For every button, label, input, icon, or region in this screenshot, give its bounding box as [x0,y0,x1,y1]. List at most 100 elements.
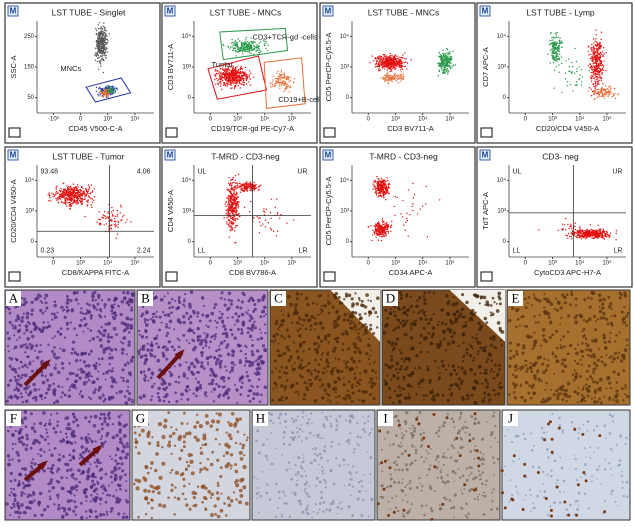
event-dot [412,182,414,185]
event-dot [592,52,595,54]
event-dot [249,185,251,187]
event-dot [221,67,224,69]
event-dot [600,236,602,239]
y-tick-label: 10⁴ [340,33,350,40]
event-dot [577,231,580,233]
event-dot [58,197,60,199]
event-dot [292,219,295,221]
cell [91,304,96,308]
event-dot [52,193,55,195]
event-dot [223,217,225,219]
event-dot [59,193,61,196]
event-dot [256,216,258,218]
event-dot [104,215,107,217]
event-dot [402,199,404,202]
event-dot [379,235,381,237]
event-dot [224,62,227,64]
event-dot [394,78,396,80]
event-dot [590,76,592,78]
event-dot [565,234,567,236]
cell [54,335,57,338]
gate-label: CD19+B-cells [278,95,324,104]
event-dot [379,57,381,60]
badge: M [10,151,17,160]
event-dot [259,41,262,43]
event-dot [566,85,568,87]
event-dot [64,194,67,196]
cell [63,315,67,319]
y-tick-label: 0 [503,95,507,101]
event-dot [77,199,79,201]
event-dot [87,199,90,201]
event-dot [382,194,384,197]
cell [87,327,89,330]
event-dot [552,58,554,61]
event-dot [256,43,258,45]
event-dot [269,82,272,84]
scale-icon [165,127,178,138]
event-dot [580,236,582,238]
event-dot [263,39,265,41]
event-dot [215,75,217,77]
event-dot [450,57,453,59]
event-dot [223,83,225,85]
event-dot [440,54,442,56]
event-dot [599,52,602,54]
event-dot [245,79,247,81]
event-dot [245,46,247,48]
event-dot [600,89,603,92]
event-dot [396,196,398,199]
event-dot [225,75,227,78]
event-dot [417,213,419,215]
event-dot [388,78,390,80]
event-dot [110,86,112,88]
event-dot [101,34,104,36]
event-dot [437,75,440,77]
event-dot [375,187,377,189]
event-dot [447,52,450,55]
event-dot [97,40,100,43]
event-dot [371,55,373,57]
event-dot [387,74,389,76]
event-dot [84,193,87,195]
event-dot [227,66,230,69]
event-dot [75,186,78,188]
event-dot [107,94,110,96]
event-dot [100,59,103,61]
event-dot [285,83,287,86]
event-dot [248,41,250,43]
event-dot [73,199,76,201]
event-dot [229,220,231,222]
event-dot [608,91,611,94]
event-dot [249,44,251,46]
event-dot [245,75,247,78]
event-dot [555,55,557,57]
event-dot [383,229,385,231]
event-dot [228,222,230,224]
event-dot [381,227,384,229]
event-dot [232,68,235,70]
event-dot [593,49,596,51]
event-dot [258,49,260,51]
event-dot [555,58,557,60]
event-dot [394,73,396,75]
event-dot [380,229,382,231]
event-dot [93,199,95,201]
event-dot [593,71,595,73]
cell [126,389,129,393]
event-dot [390,225,392,227]
event-dot [397,58,399,60]
event-dot [65,197,68,199]
event-dot [234,202,236,205]
quadrant-label: 4.06 [137,168,151,175]
event-dot [234,206,236,208]
event-dot [230,74,232,77]
event-dot [413,193,416,196]
event-dot [221,76,224,79]
event-dot [117,223,119,226]
event-dot [116,233,119,235]
event-dot [74,195,76,197]
event-dot [609,91,612,94]
event-dot [382,63,384,66]
gate-label: MNCs [60,64,81,73]
